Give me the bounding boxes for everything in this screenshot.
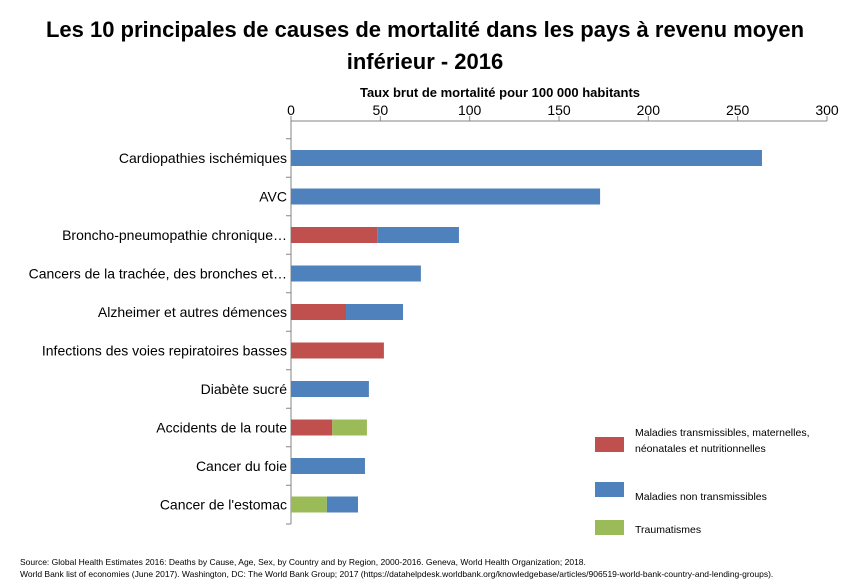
bar-segment [291,381,369,397]
bar-segment [291,227,378,243]
legend-label-non-transmissible: Maladies non transmissibles [635,491,767,503]
category-label: Alzheimer et autres démences [98,304,287,320]
legend-swatch-traumatismes [595,520,624,535]
bar-segment [291,188,601,205]
category-label: Cancer du foie [196,458,287,474]
legend-swatch-non-transmissible [595,482,624,497]
bar-segment [291,342,384,359]
bar-segment [346,304,404,320]
legend-swatch-transmissible [595,437,624,452]
bar-segment [291,265,421,282]
x-tick-label: 300 [815,102,839,118]
x-tick-label: 50 [373,102,389,118]
bar-segment [332,419,367,436]
bar-segment [377,227,459,243]
bar-segment [291,150,762,166]
x-tick-label: 100 [458,102,482,118]
source-line-2: World Bank list of economies (June 2017)… [20,569,774,579]
bar-segment [291,304,347,320]
category-label: AVC [259,189,287,205]
x-tick-label: 0 [287,102,295,118]
x-tick-label: 150 [547,102,571,118]
bar-segment [326,496,358,513]
category-label: Cardiopathies ischémiques [119,150,287,166]
category-label: Cancer de l'estomac [160,497,287,513]
x-axis-title: Taux brut de mortalité pour 100 000 habi… [359,85,641,100]
category-label: Accidents de la route [156,420,287,436]
chart-title: Les 10 principales de causes de mortalit… [45,17,805,74]
legend-label-traumatismes: Traumatismes [635,524,702,536]
x-tick-label: 200 [637,102,661,118]
bar-segment [291,458,365,474]
x-tick-label: 250 [726,102,750,118]
source-line-1: Source: Global Health Estimates 2016: De… [20,557,586,567]
category-label: Diabète sucré [201,381,288,397]
category-label: Infections des voies repiratoires basses [42,343,287,359]
category-label: Broncho-pneumopathie chronique… [62,227,287,243]
bar-segment [291,496,327,513]
category-label: Cancers de la trachée, des bronches et… [29,266,287,282]
legend-label-transmissible: Maladies transmissibles, maternelles, né… [635,427,810,455]
bar-segment [291,419,333,436]
